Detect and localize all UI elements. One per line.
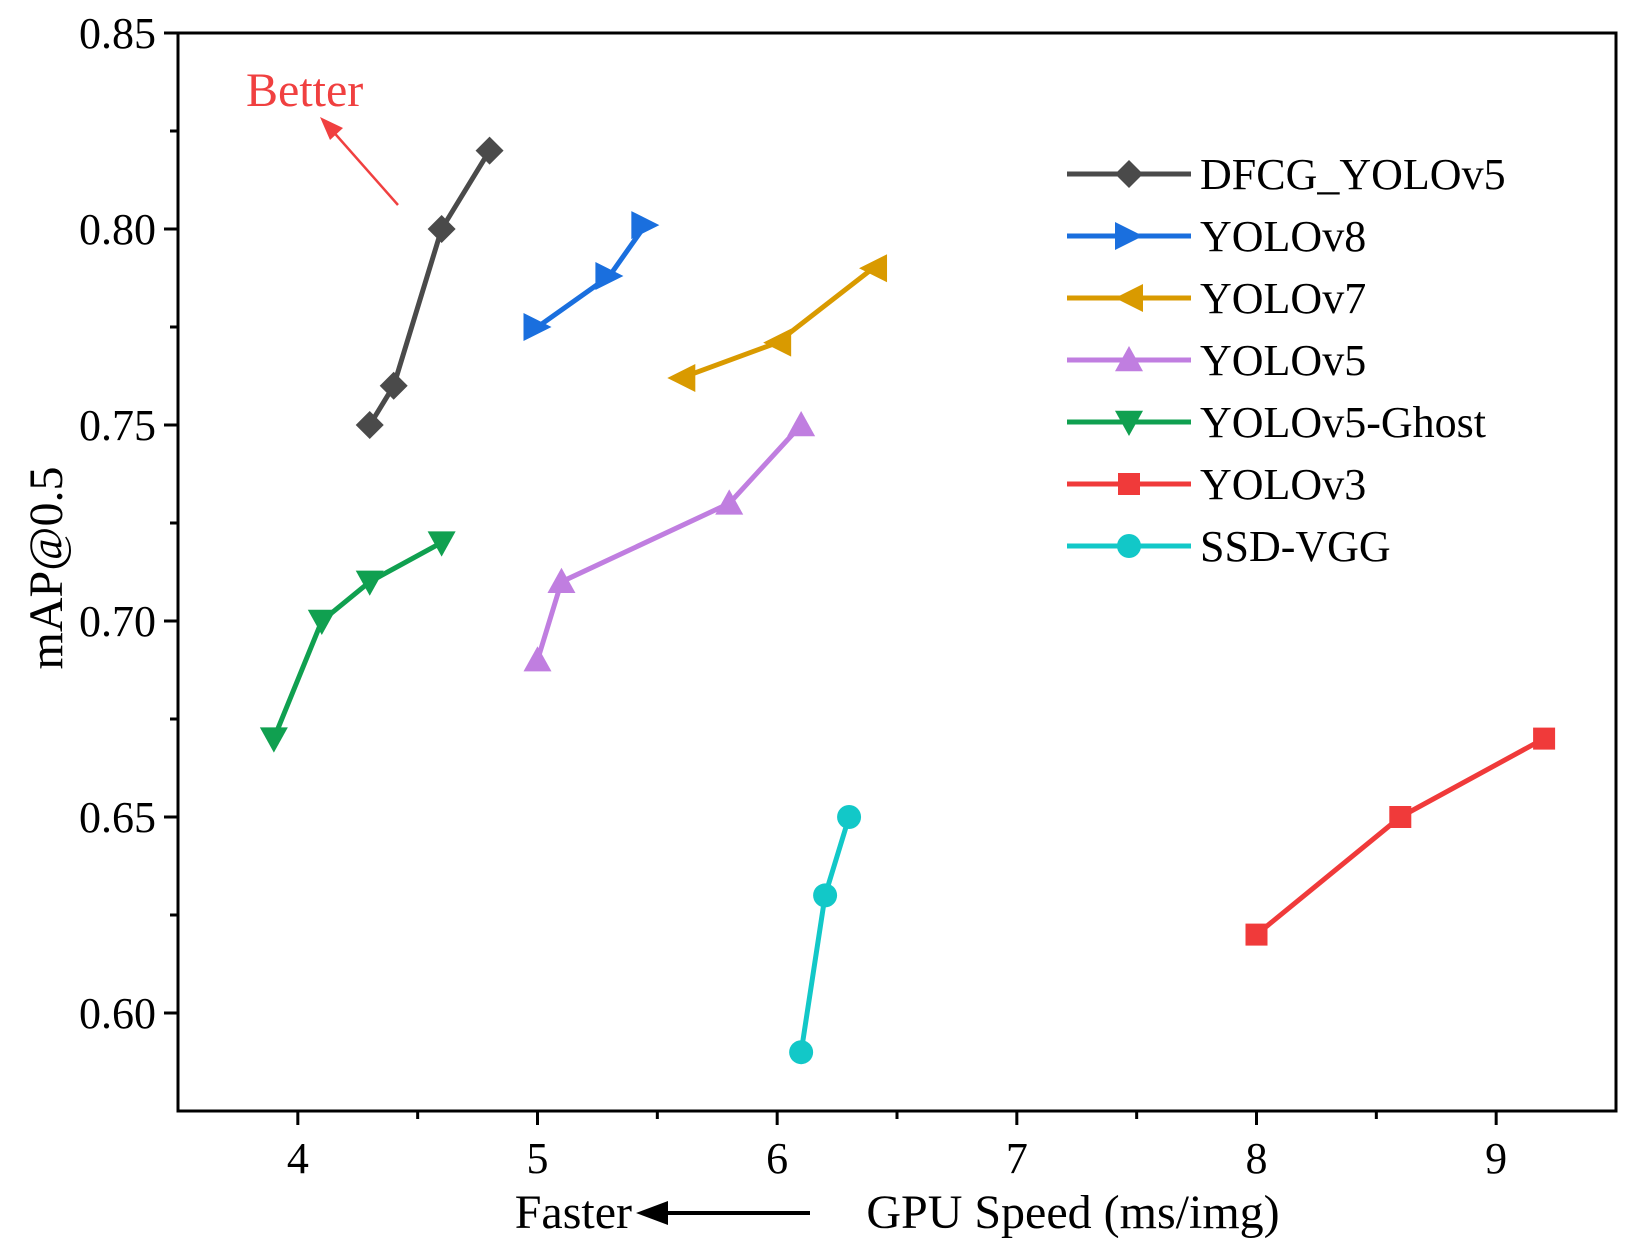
data-point <box>523 646 552 672</box>
legend-label: YOLOv3 <box>1200 460 1366 509</box>
faster-arrow-head <box>636 1201 668 1225</box>
x-axis-title: GPU Speed (ms/img) <box>866 1186 1279 1239</box>
data-point <box>475 136 504 165</box>
data-point <box>789 1040 814 1065</box>
data-point <box>1533 727 1556 750</box>
legend-item: YOLOv3 <box>1067 460 1366 509</box>
data-point <box>1389 806 1412 828</box>
data-point <box>837 805 862 829</box>
data-point <box>1245 923 1268 946</box>
series-line <box>536 223 648 330</box>
series-line <box>798 816 852 1053</box>
x-tick-label: 6 <box>766 1134 788 1183</box>
series-line <box>1254 736 1546 937</box>
series-yolov8 <box>523 211 660 341</box>
legend-item: YOLOv8 <box>1067 212 1366 261</box>
legend-label: SSD-VGG <box>1200 522 1391 571</box>
series-line <box>535 423 803 661</box>
y-axis-title: mAP@0.5 <box>20 467 73 670</box>
legend: DFCG_YOLOv5 YOLOv8 YOLOv7 YOLOv5 YOLOv5-Ghos… <box>1067 150 1506 571</box>
data-point <box>595 262 624 291</box>
legend-swatch-marker <box>1115 284 1143 312</box>
legend-item: DFCG_YOLOv5 <box>1067 150 1506 199</box>
y-tick-label: 0.65 <box>79 793 156 842</box>
legend-swatch-marker <box>1117 534 1141 558</box>
legend-item: YOLOv5-Ghost <box>1067 398 1486 447</box>
legend-item: SSD-VGG <box>1067 522 1391 571</box>
x-tick-label: 8 <box>1246 1134 1268 1183</box>
series-yolov7 <box>667 254 888 392</box>
legend-label: DFCG_YOLOv5 <box>1200 150 1506 199</box>
better-label: Better <box>246 64 363 117</box>
legend-swatch-marker <box>1115 346 1143 372</box>
legend-swatch-marker <box>1115 410 1143 436</box>
data-point <box>547 567 576 593</box>
data-point <box>355 570 384 596</box>
legend-label: YOLOv5 <box>1200 336 1366 385</box>
series-yolov3 <box>1245 727 1556 946</box>
y-tick-label: 0.80 <box>79 205 156 254</box>
y-tick-label: 0.60 <box>79 989 156 1038</box>
series-ssd-vgg <box>789 805 862 1065</box>
legend-item: YOLOv5 <box>1067 336 1366 385</box>
legend-swatch-marker <box>1118 473 1140 495</box>
data-point <box>427 531 456 557</box>
legend-swatch-marker <box>1115 222 1143 250</box>
better-arrow-shaft <box>329 127 399 206</box>
data-point <box>667 363 696 392</box>
series-dfcg-yolov5 <box>355 136 504 439</box>
data-point <box>355 411 384 439</box>
data-point <box>763 328 792 357</box>
x-tick-label: 7 <box>1006 1134 1028 1183</box>
data-point <box>631 211 660 240</box>
y-tick-label: 0.75 <box>79 401 156 450</box>
data-point <box>307 609 336 635</box>
x-tick-label: 9 <box>1485 1134 1507 1183</box>
data-point <box>427 215 456 243</box>
data-point <box>715 489 744 515</box>
y-tick-label: 0.70 <box>79 597 156 646</box>
x-tick-label: 5 <box>527 1134 549 1183</box>
series-yolov5-ghost <box>259 531 456 753</box>
data-point <box>259 727 288 753</box>
series-yolov5 <box>523 411 816 672</box>
legend-label: YOLOv8 <box>1200 212 1366 261</box>
series-line <box>271 540 443 740</box>
legend-item: YOLOv7 <box>1067 274 1366 323</box>
y-tick-label: 0.85 <box>79 9 156 58</box>
legend-label: YOLOv5-Ghost <box>1200 398 1486 447</box>
data-point <box>523 313 552 341</box>
series-line <box>680 266 875 381</box>
better-arrow-head <box>320 117 343 140</box>
data-point <box>859 254 888 283</box>
faster-label: Faster <box>515 1186 632 1239</box>
data-point <box>379 371 408 400</box>
legend-label: YOLOv7 <box>1200 274 1366 323</box>
legend-swatch-marker <box>1115 160 1143 188</box>
data-point <box>813 883 838 908</box>
x-tick-label: 4 <box>287 1134 309 1183</box>
series-line <box>367 149 492 427</box>
data-point <box>787 411 816 437</box>
